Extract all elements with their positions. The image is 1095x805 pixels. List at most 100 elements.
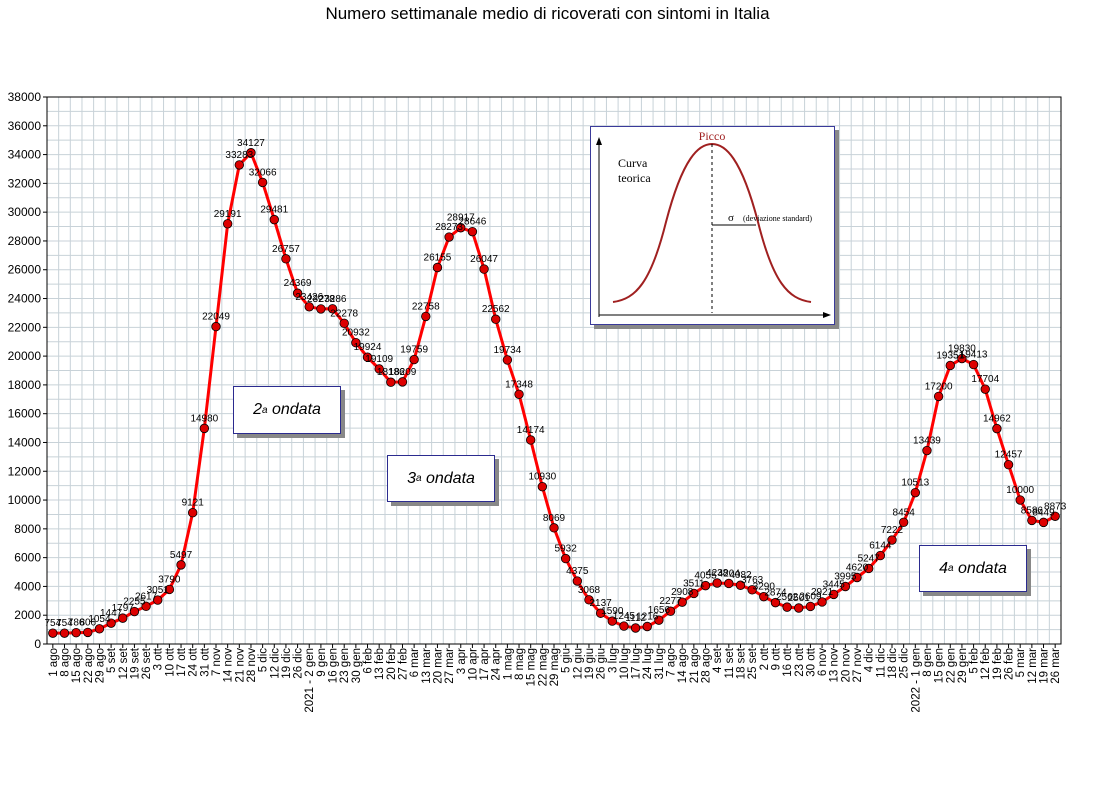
x-tick-label: 12 mar — [1027, 648, 1039, 684]
data-point — [759, 591, 769, 602]
data-label: 24369 — [284, 278, 312, 289]
data-point — [491, 314, 501, 324]
x-tick-label: 28 nov — [246, 648, 258, 683]
data-point — [945, 360, 955, 371]
x-tick-label: 26 set — [141, 647, 153, 679]
x-tick-label: 22 mag — [537, 648, 549, 686]
x-tick-label: 20 nov — [840, 648, 852, 683]
x-tick-label: 19 dic — [281, 648, 293, 679]
data-label: 786 — [68, 618, 85, 629]
data-label: 22758 — [412, 301, 440, 312]
x-tick-label: 3 ott — [153, 647, 165, 670]
data-point — [467, 226, 478, 237]
data-label: 14174 — [517, 425, 545, 436]
data-label: 3445 — [823, 579, 846, 590]
data-label: 754 — [56, 618, 73, 629]
y-tick-label: 4000 — [14, 579, 41, 593]
data-point — [724, 578, 734, 589]
data-label: 2617 — [135, 591, 158, 602]
data-label: 4620 — [846, 562, 869, 573]
data-label: 806 — [79, 617, 96, 628]
y-tick-label: 10000 — [8, 493, 42, 507]
data-label: 3790 — [158, 574, 181, 585]
data-label: 13439 — [913, 436, 941, 447]
data-point — [735, 580, 746, 590]
data-point — [106, 618, 116, 628]
data-label: 10930 — [528, 472, 556, 483]
data-label: 20932 — [342, 328, 370, 339]
data-point — [537, 481, 548, 492]
data-point — [1027, 515, 1037, 526]
theoretical-curve-inset: Picco Curva teorica σ (deviazione standa… — [590, 126, 835, 325]
x-tick-label: 31 ott — [199, 647, 211, 677]
y-tick-label: 14000 — [8, 435, 42, 449]
x-tick-label: 7 nov — [211, 648, 223, 676]
data-point — [479, 264, 489, 274]
x-tick-label: 13 mar — [421, 648, 433, 684]
data-point — [153, 595, 163, 605]
data-labels: 7547547868061054144717972255261730513790… — [44, 138, 1066, 629]
x-tick-label: 23 ott — [794, 647, 806, 677]
data-point — [700, 580, 711, 591]
x-tick-label: 8 mag — [514, 648, 526, 680]
data-label: 4204 — [718, 568, 741, 579]
data-label: 2908 — [671, 587, 694, 598]
y-tick-label: 12000 — [8, 464, 42, 478]
x-tick-label: 15 mag — [526, 648, 538, 686]
data-label: 8586 — [1021, 505, 1044, 516]
data-label: 19413 — [960, 350, 988, 361]
inset-curve-label-2: teorica — [618, 171, 651, 185]
data-point — [957, 353, 967, 364]
data-label: 26047 — [470, 254, 498, 265]
x-tick-label: 30 ott — [805, 647, 817, 677]
inset-curve-label-1: Curva — [618, 156, 648, 170]
data-point — [654, 615, 664, 625]
data-point — [409, 354, 419, 365]
y-tick-label: 32000 — [8, 176, 42, 190]
data-point — [898, 517, 909, 528]
data-point — [351, 337, 361, 348]
data-point — [234, 160, 245, 170]
data-label: 19924 — [354, 342, 382, 353]
data-point — [980, 384, 990, 394]
data-point — [432, 262, 443, 273]
data-label: 34127 — [237, 138, 265, 149]
data-point — [397, 377, 408, 387]
x-tick-label: 5 mar — [1015, 648, 1027, 678]
data-label: 4375 — [566, 566, 589, 577]
x-tick-label: 19 giu — [584, 648, 596, 679]
data-point — [642, 621, 652, 632]
x-tick-label: 7 ago — [666, 648, 678, 677]
x-tick-label: 3 apr — [456, 648, 468, 674]
x-tick-label: 31 lug — [654, 648, 666, 679]
data-point — [584, 595, 594, 605]
data-point — [304, 302, 314, 312]
x-tick-label: 10 ott — [164, 647, 176, 677]
data-point — [374, 364, 384, 374]
x-tick-label: 2022 - 1 gen — [910, 648, 922, 713]
y-tick-label: 36000 — [8, 119, 42, 133]
data-label: 8454 — [893, 507, 916, 518]
x-tick-label: 6 nov — [817, 648, 829, 676]
wave-4-ordinal: 4 — [939, 559, 948, 577]
data-point — [852, 572, 862, 583]
data-label: 2137 — [589, 598, 612, 609]
data-point — [327, 304, 338, 314]
data-label: 2609 — [799, 591, 822, 602]
data-label: 8449 — [1032, 507, 1055, 518]
y-tick-label: 20000 — [8, 349, 42, 363]
data-point — [141, 601, 151, 612]
data-label: 2501 — [788, 593, 811, 604]
data-point — [829, 589, 839, 600]
x-tick-label: 25 set — [747, 647, 759, 679]
x-tick-label: 2 ott — [759, 647, 771, 670]
data-point — [118, 613, 128, 623]
y-tick-label: 8000 — [14, 522, 41, 536]
y-tick-label: 18000 — [8, 378, 42, 392]
inset-y-arrow — [596, 137, 602, 145]
x-tick-label: 5 giu — [561, 648, 573, 673]
data-label: 29481 — [260, 205, 288, 216]
x-tick-label: 20 mar — [432, 648, 444, 684]
data-point — [992, 423, 1002, 434]
series-points — [48, 148, 1060, 638]
